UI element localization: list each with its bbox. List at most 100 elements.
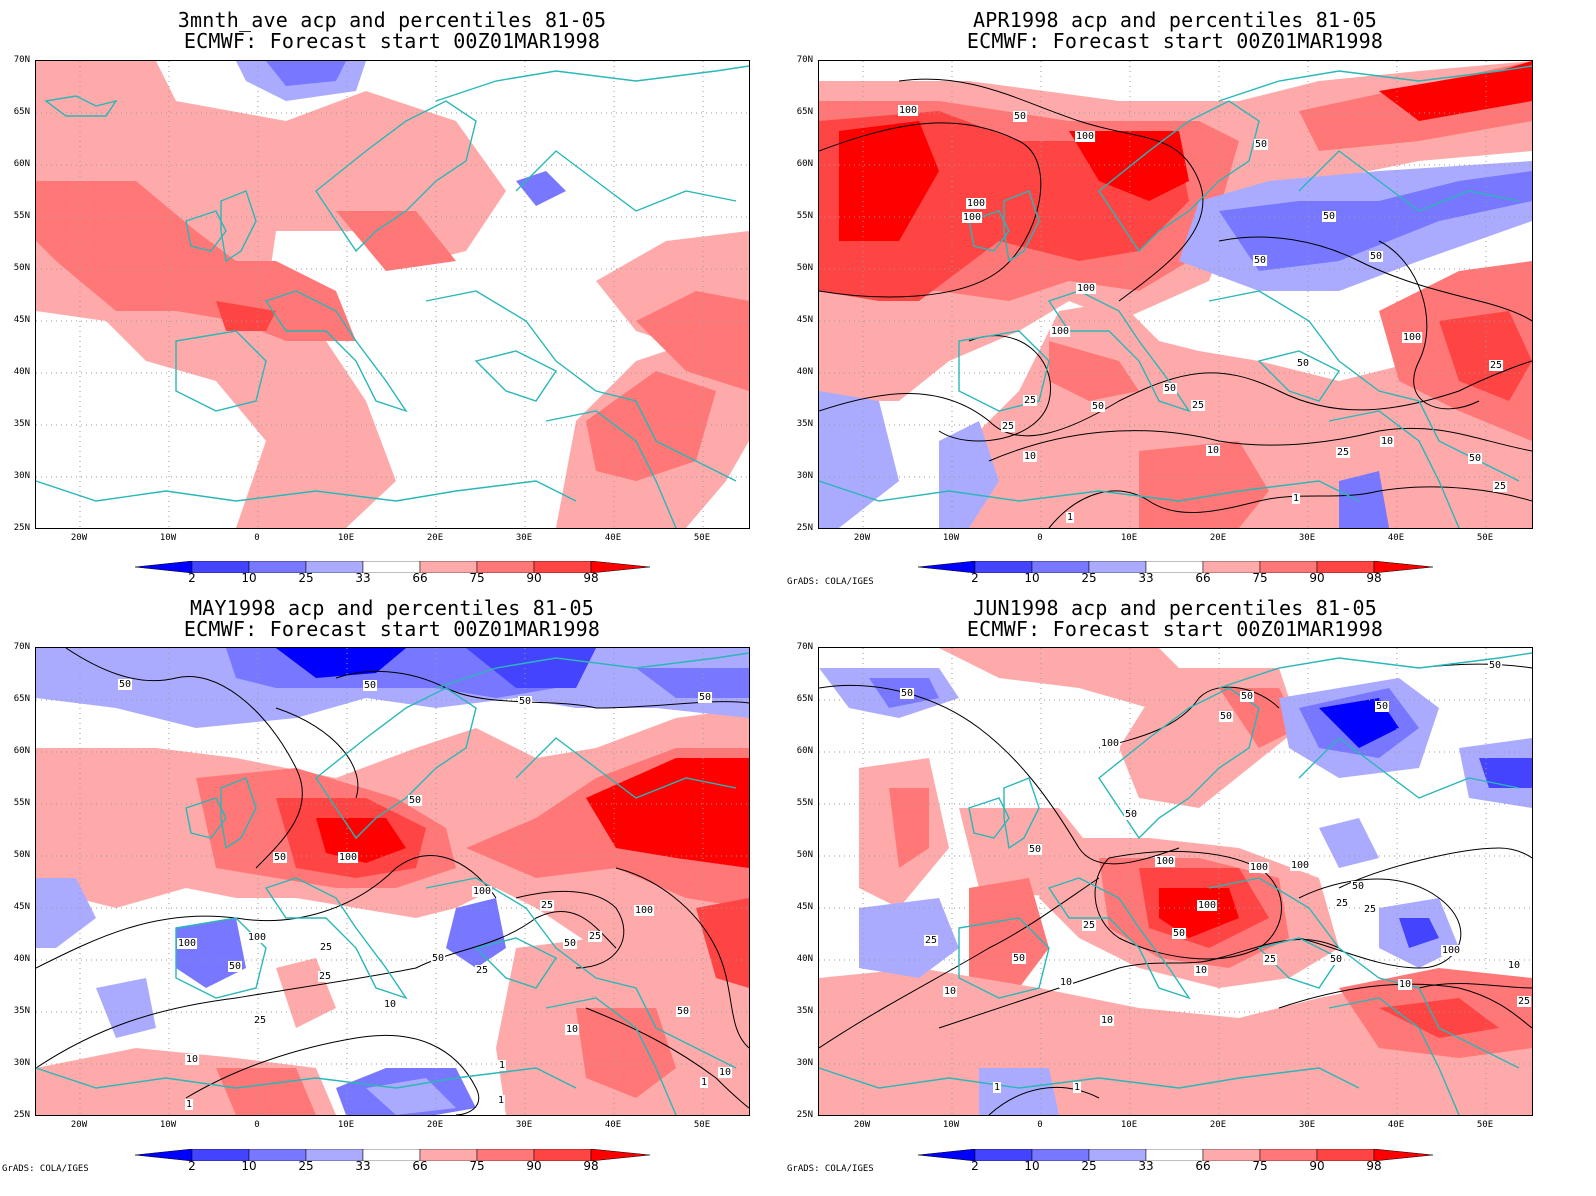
- contour-label: 100: [1250, 862, 1268, 873]
- colorbar-label: 98: [583, 1159, 599, 1173]
- contour-label: 50: [1092, 401, 1104, 412]
- colorbar-label: 75: [1252, 571, 1268, 585]
- colorbar-label: 90: [526, 1159, 542, 1173]
- lat-label: 40N: [796, 954, 813, 964]
- contour-label: 25: [254, 1015, 266, 1026]
- colorbar-label: 2: [971, 571, 979, 585]
- lat-label: 30N: [13, 1058, 30, 1068]
- lat-label: 30N: [796, 1058, 813, 1068]
- contour-label: 1: [1293, 493, 1299, 504]
- lon-label: 10E: [337, 533, 355, 543]
- lat-label: 60N: [13, 746, 30, 756]
- lat-label: 40N: [13, 367, 30, 377]
- colorbar-label: 33: [1138, 571, 1154, 585]
- lat-label: 60N: [796, 159, 813, 169]
- contour-label: 50: [119, 679, 131, 690]
- lat-label: 30N: [13, 471, 30, 481]
- contour-label: 100: [473, 886, 491, 897]
- lat-label: 45N: [796, 315, 813, 325]
- contour-label: 50: [1489, 660, 1501, 671]
- lon-label: 30E: [515, 533, 533, 543]
- map-plot: 100 50 100 100 100 100 100 50 50 50 50 5…: [818, 60, 1533, 529]
- lat-label: 65N: [796, 694, 813, 704]
- contour-label: 100: [1442, 945, 1460, 956]
- colorbar-label: 10: [241, 571, 257, 585]
- contour-label: 50: [1220, 711, 1232, 722]
- contour-label: 50: [1164, 383, 1176, 394]
- contour-label: 50: [677, 1006, 689, 1017]
- contour-labels: 100 50 100 100 100 100 100 50 50 50 50 5…: [898, 105, 1508, 523]
- colorbar-label: 98: [1366, 1159, 1382, 1173]
- lon-label: 50E: [693, 533, 711, 543]
- lat-label: 50N: [796, 263, 813, 273]
- lon-label: 0: [254, 533, 260, 543]
- contour-label: 50: [519, 696, 531, 707]
- contour-label: 1: [186, 1099, 192, 1110]
- contour-label: 100: [1076, 131, 1094, 142]
- colorbar: 2 10 25 33 66 75 90 98: [134, 1146, 655, 1176]
- panel-title-line1: JUN1998 acp and percentiles 81-05: [973, 596, 1377, 620]
- colorbar-label: 98: [1366, 571, 1382, 585]
- grads-credit: GrADS: COLA/IGES: [2, 1164, 89, 1174]
- colorbar-label: 66: [1195, 571, 1211, 585]
- panel-title-line1: MAY1998 acp and percentiles 81-05: [190, 596, 594, 620]
- contour-label: 50: [1254, 255, 1266, 266]
- lat-label: 55N: [13, 798, 30, 808]
- contour-label: 50: [699, 692, 711, 703]
- coastlines: [36, 652, 749, 1115]
- map-panel-jun1998: JUN1998 acp and percentiles 81-05 ECMWF:…: [782, 590, 1596, 1196]
- lat-label: 65N: [13, 107, 30, 117]
- contour-label: 10: [1381, 436, 1393, 447]
- colorbar-label: 66: [412, 1159, 428, 1173]
- colorbar-label: 75: [469, 571, 485, 585]
- lon-label: 10W: [942, 1120, 960, 1130]
- lat-label: 50N: [13, 263, 30, 273]
- contour-label: 50: [409, 795, 421, 806]
- contour-label: 50: [1125, 809, 1137, 820]
- map-plot: 50 50 50 50 100 50 100 100 25 25 50 25 2…: [35, 647, 750, 1116]
- contour-label: 50: [1013, 953, 1025, 964]
- contour-label: 100: [248, 932, 266, 943]
- colorbar-label: 10: [241, 1159, 257, 1173]
- contour-label: 100: [178, 938, 196, 949]
- lon-label: 20W: [853, 1120, 871, 1130]
- colorbar-label: 2: [971, 1159, 979, 1173]
- grads-credit: GrADS: COLA/IGES: [787, 1164, 874, 1174]
- contour-label: 50: [1323, 211, 1335, 222]
- contour-label: 25: [541, 900, 553, 911]
- contour-label: 50: [1014, 111, 1026, 122]
- lon-label: 20E: [1209, 1120, 1227, 1130]
- lon-label: 20W: [853, 533, 871, 543]
- contour-label: 50: [1029, 844, 1041, 855]
- lat-label: 60N: [796, 746, 813, 756]
- contour-label: 10: [1399, 979, 1411, 990]
- grads-credit: GrADS: COLA/IGES: [787, 577, 874, 587]
- contour-label: 25: [1024, 395, 1036, 406]
- lon-label: 40E: [1387, 533, 1405, 543]
- panel-title-line2: ECMWF: Forecast start 00Z01MAR1998: [966, 617, 1384, 641]
- colorbar-label: 66: [1195, 1159, 1211, 1173]
- colorbar-label: 33: [355, 571, 371, 585]
- lat-label: 50N: [796, 850, 813, 860]
- lat-label: 35N: [796, 1006, 813, 1016]
- contour-label: 100: [1156, 856, 1174, 867]
- lon-label: 50E: [1476, 1120, 1494, 1130]
- contour-label: 25: [476, 965, 488, 976]
- lat-label: 25N: [13, 523, 30, 533]
- contour-label: 50: [1330, 954, 1342, 965]
- lat-label: 65N: [796, 107, 813, 117]
- contour-label: 50: [1241, 691, 1253, 702]
- lon-label: 0: [1037, 1120, 1043, 1130]
- contour-label: 50: [1370, 251, 1382, 262]
- lon-label: 10E: [1120, 1120, 1138, 1130]
- contour-label: 50: [1255, 139, 1267, 150]
- colorbar-label: 90: [1309, 571, 1325, 585]
- lon-label: 10E: [337, 1120, 355, 1130]
- colorbar: 2 10 25 33 66 75 90 98: [917, 558, 1438, 588]
- map-plot: [35, 60, 750, 529]
- colorbar-label: 10: [1024, 571, 1040, 585]
- contour-label: 25: [1336, 898, 1348, 909]
- map-panel-3month: 3mnth_ave acp and percentiles 81-05 ECMW…: [0, 0, 798, 590]
- panel-title-line2: ECMWF: Forecast start 00Z01MAR1998: [183, 29, 601, 53]
- contour-label: 10: [719, 1067, 731, 1078]
